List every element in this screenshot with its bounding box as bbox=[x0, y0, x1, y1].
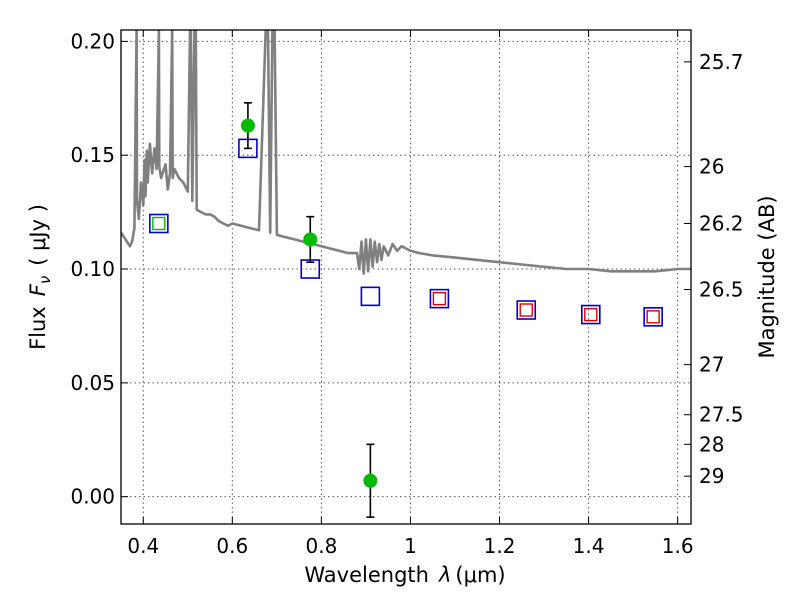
model-flux-square bbox=[643, 307, 663, 327]
observed-flux-point bbox=[363, 473, 378, 488]
model-spectrum-line bbox=[121, 30, 691, 275]
y2-tick-label: 26.5 bbox=[699, 278, 744, 302]
y-tick-label: 0.00 bbox=[70, 485, 115, 509]
model-flux-square-red bbox=[519, 303, 533, 317]
y-axis-label: FluxFν( μJy ) bbox=[26, 204, 54, 350]
y2-tick-label: 26.2 bbox=[699, 212, 744, 236]
model-flux-square bbox=[516, 300, 537, 320]
x-tick-label: 0.8 bbox=[305, 534, 337, 558]
axis-ticks: 0.4 0.6 0.8 1 1.2 1.4 1.6 0.00 0.05 0.10 0.15 0.20 2… bbox=[70, 29, 743, 558]
model-flux-square-green bbox=[152, 216, 166, 231]
y2-tick-label: 27 bbox=[699, 353, 724, 377]
y2-tick-label: 25.7 bbox=[699, 50, 744, 74]
model-flux-square bbox=[429, 288, 450, 309]
model-flux-square-red bbox=[646, 310, 660, 324]
x-tick-label: 0.6 bbox=[216, 534, 248, 558]
model-flux-square-red bbox=[584, 307, 598, 322]
x-tick-label: 0.4 bbox=[127, 534, 159, 558]
y2-tick-label: 27.5 bbox=[699, 403, 744, 427]
x-tick-label: 1.2 bbox=[484, 534, 516, 558]
x-tick-label: 1 bbox=[404, 534, 417, 558]
y2-tick-label: 29 bbox=[699, 464, 724, 488]
model-flux-square bbox=[149, 213, 169, 234]
y-tick-label: 0.10 bbox=[70, 257, 115, 281]
model-flux-square-red bbox=[432, 291, 447, 306]
plot-frame bbox=[120, 29, 692, 525]
y-tick-label: 0.05 bbox=[70, 371, 115, 395]
plot-area bbox=[121, 30, 691, 518]
observed-flux-point bbox=[240, 118, 255, 133]
y2-axis-label: Magnitude (AB) bbox=[755, 195, 779, 358]
y2-tick-label: 28 bbox=[699, 432, 724, 456]
y2-tick-label: 26 bbox=[699, 155, 724, 179]
model-flux-square bbox=[581, 304, 601, 325]
y-tick-label: 0.20 bbox=[70, 29, 115, 53]
x-axis-label: Wavelength λ (μm) bbox=[304, 563, 505, 587]
model-flux-square bbox=[360, 286, 381, 307]
x-tick-label: 1.6 bbox=[662, 534, 694, 558]
observed-flux-point bbox=[303, 232, 318, 247]
y-tick-label: 0.15 bbox=[70, 143, 115, 167]
x-tick-label: 1.4 bbox=[573, 534, 605, 558]
grid bbox=[121, 30, 691, 524]
